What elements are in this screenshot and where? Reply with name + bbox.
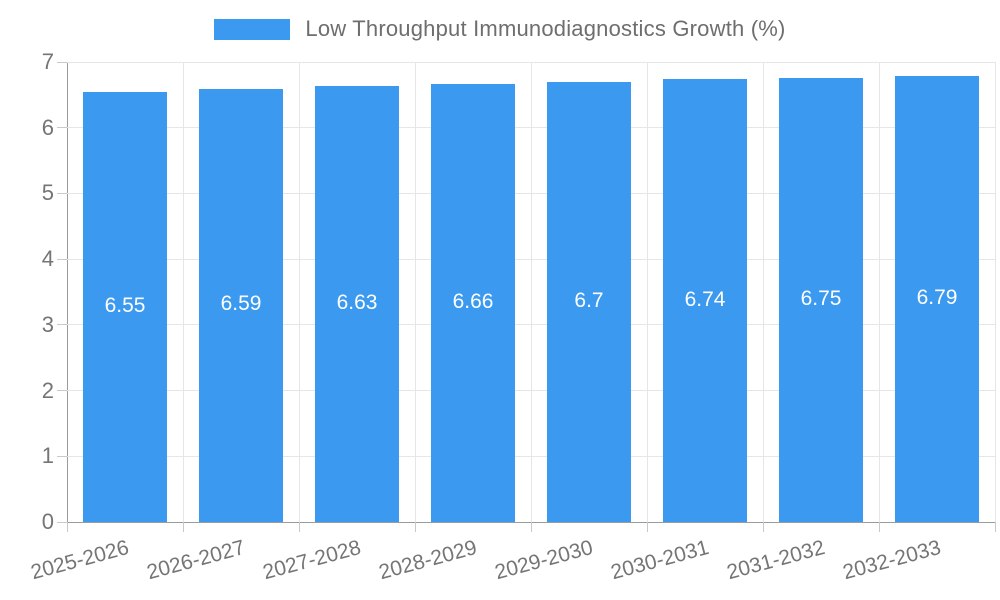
bar	[199, 88, 283, 522]
gridline-vertical	[530, 62, 532, 522]
x-axis-tick	[878, 522, 880, 532]
bar-value-label: 6.75	[800, 287, 842, 311]
gridline-vertical	[182, 62, 184, 522]
gridline-vertical	[646, 62, 648, 522]
bar-value-label: 6.59	[220, 292, 262, 316]
chart-legend[interactable]: Low Throughput Immunodiagnostics Growth …	[0, 16, 1000, 42]
y-axis-tick	[57, 61, 67, 63]
y-tick-label: 7	[41, 49, 54, 74]
x-tick-label: 2032-2033	[839, 536, 943, 585]
x-axis-tick	[994, 522, 996, 532]
y-axis-tick	[57, 390, 67, 392]
gridline-vertical	[414, 62, 416, 522]
y-axis-tick	[57, 455, 67, 457]
x-axis-tick	[646, 522, 648, 532]
x-tick-label: 2026-2027	[143, 536, 247, 585]
x-axis-tick	[414, 522, 416, 532]
x-tick-label: 2028-2029	[375, 536, 479, 585]
bar-value-label: 6.79	[916, 285, 958, 309]
y-tick-label: 5	[41, 180, 54, 206]
x-axis-tick	[66, 522, 68, 532]
x-tick-label: 2027-2028	[259, 536, 363, 585]
y-axis-tick	[57, 192, 67, 194]
bar	[779, 78, 863, 522]
bar	[315, 86, 399, 522]
plot-area: 6.55 6.59 6.63 6.66 6.7 6.74 6.75 6.79	[57, 61, 996, 532]
legend-swatch	[214, 18, 291, 40]
x-tick-label: 2031-2032	[723, 536, 827, 585]
legend-label: Low Throughput Immunodiagnostics Growth …	[305, 16, 786, 41]
x-tick-label: 2029-2030	[491, 536, 595, 585]
y-tick-label: 6	[41, 114, 54, 140]
y-tick-label: 4	[41, 246, 54, 272]
x-axis-line	[57, 522, 995, 523]
gridline-vertical	[298, 62, 300, 522]
bar	[431, 84, 515, 522]
bar-value-label: 6.74	[684, 287, 726, 311]
bar	[895, 75, 979, 522]
y-tick-label: 2	[41, 377, 54, 403]
bar-value-label: 6.63	[336, 291, 378, 315]
y-tick-label: 0	[41, 509, 54, 534]
y-tick-label: 3	[41, 311, 54, 337]
x-axis-tick	[298, 522, 300, 532]
y-axis-line	[67, 62, 68, 522]
y-tick-label: 1	[41, 443, 54, 469]
x-axis-tick	[530, 522, 532, 532]
y-axis-tick	[57, 521, 67, 523]
bar-value-label: 6.55	[104, 293, 146, 317]
gridline-vertical	[994, 62, 996, 522]
bar-value-label: 6.66	[452, 290, 494, 314]
y-axis-tick	[57, 127, 67, 129]
y-axis-tick	[57, 258, 67, 260]
x-tick-label: 2030-2031	[607, 536, 711, 585]
x-axis-tick	[182, 522, 184, 532]
gridline-vertical	[762, 62, 764, 522]
bar	[547, 81, 631, 522]
x-tick-label: 2025-2026	[27, 536, 131, 585]
y-axis-tick	[57, 324, 67, 326]
gridline-vertical	[878, 62, 880, 522]
bar	[663, 79, 747, 522]
bar	[83, 91, 167, 522]
x-axis-tick	[762, 522, 764, 532]
bar-value-label: 6.7	[574, 288, 604, 312]
